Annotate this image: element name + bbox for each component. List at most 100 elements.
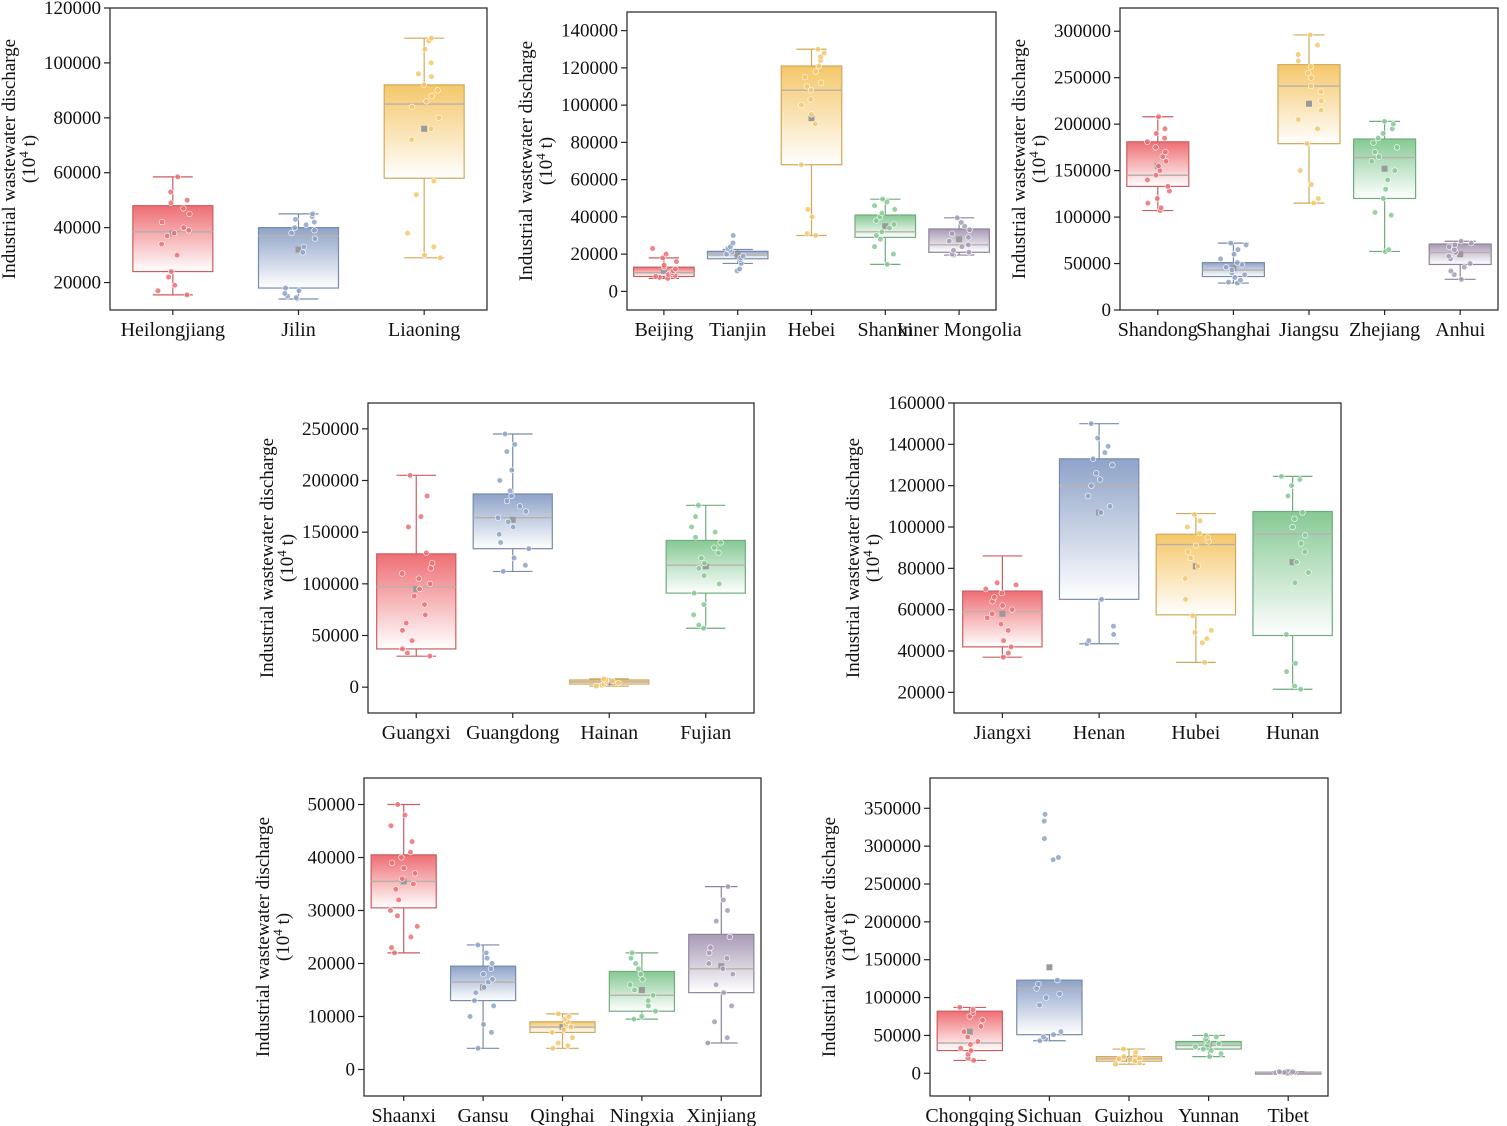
- data-point: [967, 1041, 974, 1048]
- box-beijing: [633, 245, 695, 282]
- data-point: [1314, 42, 1321, 49]
- y-axis-title: Industrial wastewater discharge: [819, 817, 840, 1057]
- y-tick-label: 200000: [302, 471, 359, 492]
- data-point: [1461, 264, 1468, 271]
- data-point: [1308, 181, 1315, 188]
- data-point: [430, 243, 437, 250]
- data-point: [569, 1034, 576, 1041]
- data-point: [695, 622, 702, 629]
- data-point: [1391, 167, 1398, 174]
- data-point: [484, 955, 491, 962]
- data-point: [1301, 548, 1308, 555]
- data-point: [1144, 176, 1151, 184]
- x-category-label: Guizhou: [1095, 1105, 1164, 1126]
- data-point: [637, 970, 644, 978]
- data-point: [692, 513, 699, 520]
- data-point: [1375, 134, 1382, 142]
- data-point: [1040, 1033, 1047, 1041]
- data-point: [522, 508, 530, 515]
- y-tick-label: 30000: [308, 901, 356, 922]
- data-point: [293, 294, 300, 301]
- data-point: [1041, 835, 1048, 842]
- y-tick-label: 250000: [864, 874, 921, 895]
- data-point: [635, 965, 642, 972]
- data-point: [808, 111, 815, 118]
- data-point: [1098, 596, 1105, 603]
- y-axis-unit: (104 t): [270, 913, 294, 961]
- data-point: [1370, 139, 1377, 146]
- y-tick-label: 20000: [54, 273, 102, 294]
- data-point: [408, 637, 416, 644]
- x-category-label: Guangdong: [466, 722, 559, 744]
- data-point: [1371, 209, 1379, 216]
- data-point: [480, 970, 487, 978]
- data-point: [1055, 854, 1062, 861]
- data-point: [1298, 540, 1305, 547]
- data-point: [873, 232, 880, 239]
- data-point: [422, 611, 429, 618]
- mean-marker: [638, 987, 645, 993]
- y-axis-unit: (104 t): [16, 135, 40, 183]
- data-point: [183, 291, 191, 299]
- x-category-label: Anhui: [1435, 319, 1485, 341]
- x-category-label: Jiangxi: [973, 722, 1031, 744]
- y-tick-label: 300000: [1054, 21, 1111, 42]
- data-point: [1144, 200, 1151, 207]
- box-tibet: [1254, 1068, 1322, 1077]
- data-point: [1305, 69, 1312, 77]
- data-point: [1152, 172, 1160, 179]
- data-point: [407, 849, 414, 856]
- data-point: [1154, 195, 1161, 202]
- y-tick-label: 160000: [888, 393, 945, 414]
- data-point: [707, 944, 714, 951]
- y-axis-unit: (104 t): [274, 534, 298, 582]
- mean-marker: [1046, 964, 1053, 971]
- data-point: [652, 1008, 659, 1015]
- y-tick-label: 300000: [864, 836, 921, 857]
- data-point: [415, 70, 422, 77]
- mean-marker: [413, 586, 420, 592]
- y-tick-label: 60000: [54, 163, 102, 184]
- data-point: [413, 191, 420, 198]
- x-category-label: Xinjiang: [686, 1105, 756, 1126]
- data-point: [662, 251, 670, 258]
- data-point: [1242, 241, 1250, 249]
- box-xinjiang: [688, 883, 755, 1047]
- x-category-label: Guangxi: [382, 722, 451, 744]
- y-axis-unit: (104 t): [836, 913, 860, 961]
- data-point: [692, 534, 699, 541]
- box-guangdong: [472, 430, 553, 575]
- data-point: [712, 529, 719, 536]
- mean-marker: [999, 610, 1006, 617]
- data-point: [505, 518, 512, 525]
- data-point: [1213, 1033, 1220, 1041]
- mean-marker: [1285, 1069, 1292, 1076]
- data-point: [638, 1013, 645, 1020]
- x-category-label: Shanxi: [858, 319, 914, 341]
- data-point: [965, 241, 972, 248]
- data-point: [723, 955, 731, 962]
- data-point: [807, 96, 814, 103]
- data-point: [490, 1002, 497, 1010]
- data-point: [427, 125, 435, 132]
- data-point: [798, 102, 805, 109]
- data-point: [960, 1028, 967, 1035]
- data-point: [1088, 420, 1095, 427]
- y-tick-label: 10000: [308, 1007, 356, 1028]
- data-point: [1199, 639, 1206, 646]
- data-point: [292, 216, 299, 223]
- box-yunnan: [1175, 1032, 1242, 1060]
- data-point: [398, 854, 405, 861]
- mean-marker: [702, 563, 709, 570]
- mean-marker: [956, 236, 963, 243]
- data-point: [1057, 1028, 1064, 1035]
- data-point: [1299, 509, 1306, 516]
- y-tick-label: 80000: [54, 108, 102, 129]
- data-point: [1043, 994, 1050, 1001]
- y-tick-label: 40000: [54, 218, 102, 239]
- data-point: [1196, 517, 1204, 524]
- data-point: [1368, 158, 1375, 165]
- data-point: [394, 912, 401, 919]
- data-point: [503, 498, 511, 505]
- data-point: [1085, 637, 1092, 644]
